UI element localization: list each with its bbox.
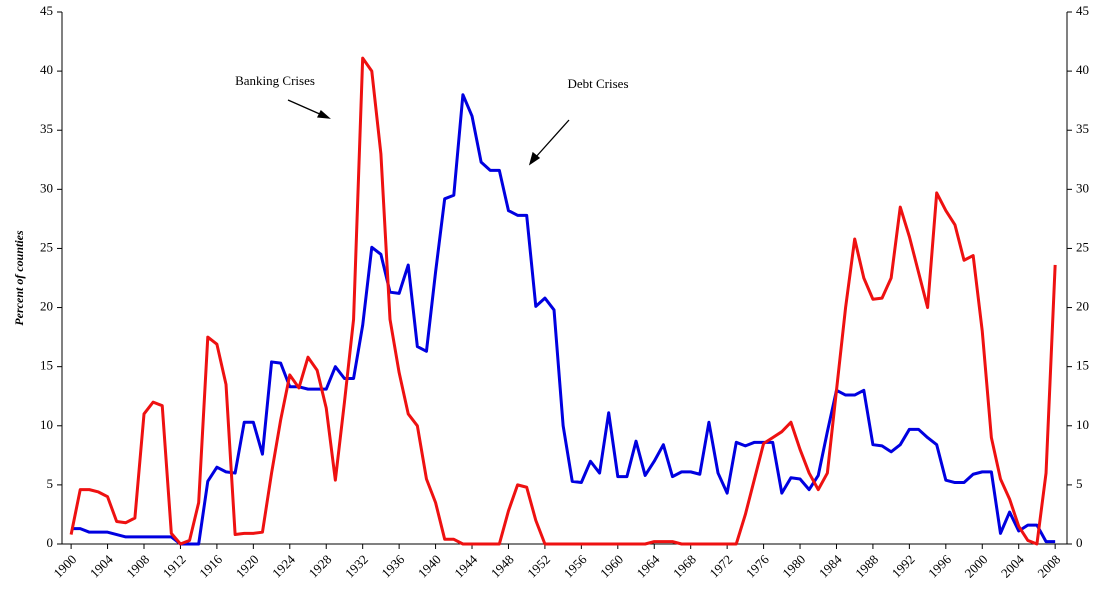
x-tick-label: 1932: [342, 552, 371, 581]
x-tick-label: 1936: [378, 551, 407, 580]
y-tick-label: 0: [47, 535, 54, 550]
series-line: [71, 93, 1056, 546]
x-tick-label: 1996: [925, 551, 954, 580]
x-tick-label: 1948: [488, 552, 517, 581]
x-tick-label: 1908: [123, 552, 152, 581]
x-tick-label: 1920: [233, 552, 262, 581]
arrow-head: [528, 151, 541, 166]
x-tick-label: 2000: [962, 552, 991, 581]
x-tick-label: 1928: [305, 552, 334, 581]
y2-tick-label: 0: [1076, 535, 1083, 550]
y2-tick-label: 30: [1076, 180, 1089, 195]
series-line: [69, 56, 1057, 546]
x-tick-label: 1940: [415, 552, 444, 581]
x-tick-label: 1976: [743, 551, 772, 580]
y-tick-label: 45: [40, 3, 53, 18]
x-tick-label: 1924: [269, 551, 298, 580]
x-tick-label: 1944: [451, 551, 480, 580]
y2-tick-label: 5: [1076, 476, 1083, 491]
y-tick-label: 10: [40, 417, 53, 432]
y2-tick-label: 40: [1076, 62, 1089, 77]
x-tick-label: 2008: [1034, 552, 1063, 581]
x-tick-label: 2004: [998, 551, 1027, 580]
x-tick-label: 1980: [779, 552, 808, 581]
y-axis-label: Percent of counties: [12, 230, 26, 326]
y-tick-label: 5: [47, 476, 54, 491]
x-tick-label: 1952: [524, 552, 553, 581]
x-tick-label: 1984: [816, 551, 845, 580]
x-tick-label: 1992: [889, 552, 918, 581]
x-tick-label: 1960: [597, 552, 626, 581]
y2-tick-label: 15: [1076, 358, 1089, 373]
y2-tick-label: 10: [1076, 417, 1089, 432]
x-tick-label: 1912: [160, 552, 189, 581]
x-tick-label: 1964: [633, 551, 662, 580]
x-tick-label: 1972: [706, 552, 735, 581]
x-tick-label: 1956: [561, 551, 590, 580]
x-tick-label: 1968: [670, 552, 699, 581]
annotation: Debt Crises: [567, 76, 628, 91]
arrows: [287, 99, 570, 166]
x-tick-label: 1988: [852, 552, 881, 581]
arrow-head: [316, 109, 331, 119]
annotation: Banking Crises: [235, 73, 315, 88]
arrow: [287, 99, 323, 116]
y-tick-label: 40: [40, 62, 53, 77]
y-tick-label: 15: [40, 358, 53, 373]
y-tick-label: 20: [40, 299, 53, 314]
x-tick-label: 1904: [87, 551, 116, 580]
y2-tick-label: 35: [1076, 121, 1089, 136]
x-tick-label: 1900: [50, 552, 79, 581]
y-tick-label: 35: [40, 121, 53, 136]
x-tick-label: 1916: [196, 551, 225, 580]
arrow: [534, 119, 570, 159]
y2-tick-label: 45: [1076, 3, 1089, 18]
y2-tick-label: 20: [1076, 299, 1089, 314]
y-tick-label: 30: [40, 180, 53, 195]
y-tick-label: 25: [40, 239, 53, 254]
y2-tick-label: 25: [1076, 239, 1089, 254]
